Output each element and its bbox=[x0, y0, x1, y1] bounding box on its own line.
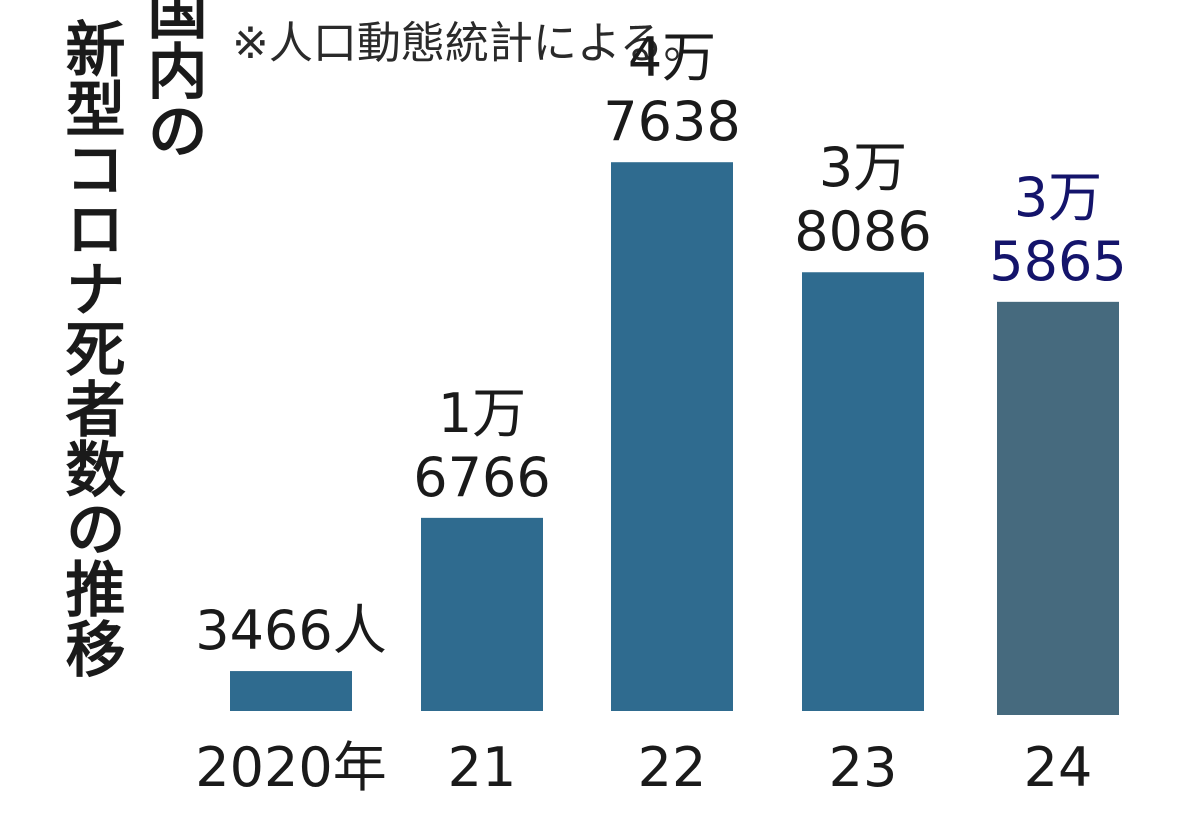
category-label-2: 22 bbox=[638, 736, 707, 799]
category-label-4: 24 bbox=[1024, 736, 1093, 799]
value-label-1-0: 1万 bbox=[438, 382, 526, 445]
value-label-3-0: 3万 bbox=[819, 136, 907, 199]
value-label-3-1: 8086 bbox=[794, 200, 931, 263]
bar-0 bbox=[230, 671, 352, 711]
value-label-4-0: 3万 bbox=[1014, 166, 1102, 229]
value-label-1-1: 6766 bbox=[413, 446, 550, 509]
category-label-3: 23 bbox=[829, 736, 898, 799]
value-label-2-0: 4万 bbox=[628, 26, 716, 89]
bar-3 bbox=[802, 272, 924, 711]
value-label-2-1: 7638 bbox=[603, 90, 740, 153]
bar-2 bbox=[611, 162, 733, 712]
value-label-4-1: 5865 bbox=[989, 230, 1126, 293]
bar-1 bbox=[421, 517, 543, 711]
category-label-0: 2020年 bbox=[195, 736, 386, 799]
bar-group bbox=[230, 162, 1119, 715]
value-label-0-0: 3466人 bbox=[195, 599, 386, 662]
chart-title-line-1: 国内の bbox=[137, 0, 207, 160]
category-label-1: 21 bbox=[448, 736, 517, 799]
bar-4 bbox=[997, 301, 1119, 715]
source-note: ※人口動態統計による。 bbox=[232, 18, 708, 69]
chart-title-line-2: 新型コロナ死者数の推移 bbox=[55, 18, 125, 678]
category-label-group: 2020年 21 22 23 24 bbox=[195, 736, 1092, 799]
